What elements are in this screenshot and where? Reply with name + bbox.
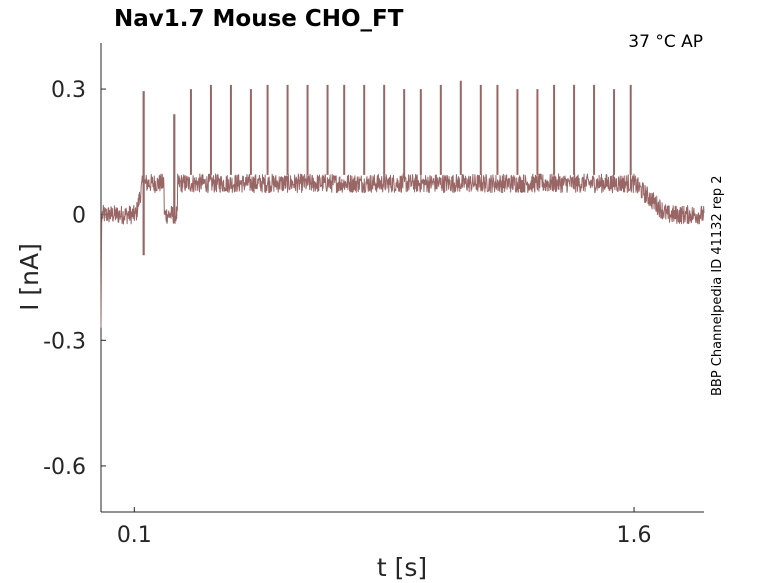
channelpedia-id-label: BBP Channelpedia ID 41132 rep 2 — [710, 175, 725, 396]
y-tick-label: 0.3 — [51, 78, 86, 103]
condition-label: 37 °C AP — [628, 32, 703, 52]
chart-title: Nav1.7 Mouse CHO_FT — [114, 6, 404, 32]
y-ticks: 0.3 0 -0.3 -0.6 — [43, 78, 106, 480]
spikes — [142, 80, 632, 256]
x-axis-label: t [s] — [377, 553, 427, 582]
x-tick-label: 1.6 — [617, 523, 652, 548]
y-tick-label: -0.3 — [43, 329, 86, 354]
x-tick-label: 0.1 — [117, 523, 152, 548]
y-axis-label: I [nA] — [15, 243, 44, 311]
current-trace — [100, 173, 705, 328]
y-tick-label: 0 — [72, 204, 86, 229]
x-ticks: 0.1 1.6 — [117, 507, 652, 548]
y-tick-label: -0.6 — [43, 455, 86, 480]
